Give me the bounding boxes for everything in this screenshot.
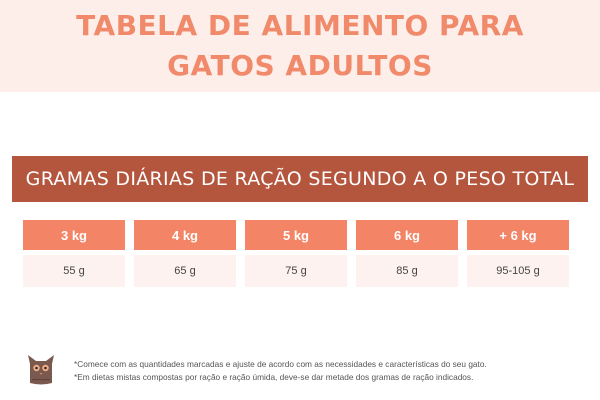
feeding-table: 3 kg 4 kg 5 kg 6 kg + 6 kg 55 g 65 g 75 …	[23, 220, 569, 287]
page-title-line-1: TABELA DE ALIMENTO PARA	[76, 9, 524, 42]
page-title-line-2: GATOS ADULTOS	[167, 49, 433, 82]
table-value-cell: 85 g	[356, 255, 458, 287]
cat-icon	[28, 355, 54, 385]
footnote: *Em dietas mistas compostas por ração e …	[74, 372, 474, 382]
table-value-cell: 75 g	[245, 255, 347, 287]
table-value-cell: 55 g	[23, 255, 125, 287]
table-header-cell: + 6 kg	[467, 220, 569, 250]
footnotes: *Comece com as quantidades marcadas e aj…	[74, 358, 594, 384]
table-header-cell: 5 kg	[245, 220, 347, 250]
footnote: *Comece com as quantidades marcadas e aj…	[74, 359, 487, 369]
table-header-cell: 3 kg	[23, 220, 125, 250]
table-header-cell: 6 kg	[356, 220, 458, 250]
subtitle-text: GRAMAS DIÁRIAS DE RAÇÃO SEGUNDO A O PESO…	[25, 168, 575, 190]
subtitle-bar: GRAMAS DIÁRIAS DE RAÇÃO SEGUNDO A O PESO…	[12, 156, 588, 202]
table-value-cell: 95-105 g	[467, 255, 569, 287]
title-band: TABELA DE ALIMENTO PARA GATOS ADULTOS	[0, 0, 600, 92]
table-header-cell: 4 kg	[134, 220, 236, 250]
table-value-cell: 65 g	[134, 255, 236, 287]
